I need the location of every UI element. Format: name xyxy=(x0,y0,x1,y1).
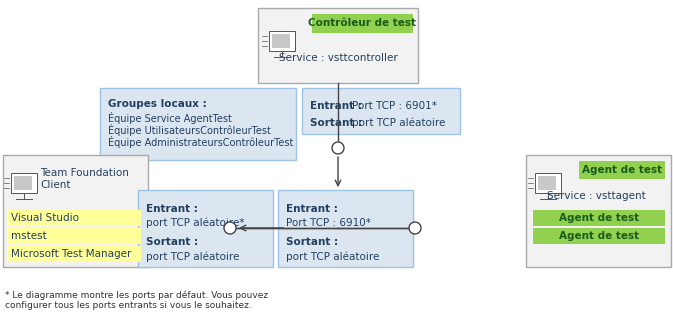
Text: Agent de test: Agent de test xyxy=(559,231,639,241)
Bar xyxy=(312,14,412,32)
Text: Sortant :: Sortant : xyxy=(310,118,362,128)
Bar xyxy=(533,228,665,244)
Text: Entrant :: Entrant : xyxy=(146,204,198,214)
Bar xyxy=(535,173,561,193)
Text: Sortant :: Sortant : xyxy=(146,237,198,247)
Text: Visual Studio: Visual Studio xyxy=(11,213,79,223)
Bar xyxy=(258,8,418,83)
Text: Équipe AdministrateursContrôleurTest: Équipe AdministrateursContrôleurTest xyxy=(108,136,293,148)
Bar xyxy=(579,161,665,179)
Text: Entrant :: Entrant : xyxy=(310,101,362,111)
Text: Équipe Service AgentTest: Équipe Service AgentTest xyxy=(108,112,232,124)
Bar xyxy=(7,210,141,226)
Text: Entrant :: Entrant : xyxy=(286,204,338,214)
Text: * Le diagramme montre les ports par défaut. Vous pouvez
configurer tous les port: * Le diagramme montre les ports par défa… xyxy=(5,290,268,310)
Bar xyxy=(278,190,413,267)
Text: Port TCP : 6901*: Port TCP : 6901* xyxy=(352,101,437,111)
Text: Port TCP : 6910*: Port TCP : 6910* xyxy=(286,218,371,228)
Text: port TCP aléatoire: port TCP aléatoire xyxy=(286,251,380,262)
Text: Équipe UtilisateursContrôleurTest: Équipe UtilisateursContrôleurTest xyxy=(108,124,271,136)
Text: port TCP aléatoire: port TCP aléatoire xyxy=(352,118,446,129)
Text: mstest: mstest xyxy=(11,231,46,241)
Text: Microsoft Test Manager: Microsoft Test Manager xyxy=(11,249,131,259)
Bar xyxy=(269,31,295,51)
Text: Agent de test: Agent de test xyxy=(559,213,639,223)
Text: port TCP aléatoire: port TCP aléatoire xyxy=(146,251,240,262)
Bar xyxy=(538,176,556,190)
Circle shape xyxy=(332,142,344,154)
Bar xyxy=(7,246,141,262)
Bar xyxy=(138,190,273,267)
Text: Service : vsttagent: Service : vsttagent xyxy=(546,191,645,201)
Text: Service : vsttcontroller: Service : vsttcontroller xyxy=(279,53,397,63)
Text: Sortant :: Sortant : xyxy=(286,237,338,247)
Text: Groupes locaux :: Groupes locaux : xyxy=(108,99,207,109)
Text: Contrôleur de test: Contrôleur de test xyxy=(308,18,416,28)
Bar xyxy=(302,88,460,134)
Bar xyxy=(7,228,141,244)
Text: port TCP aléatoire*: port TCP aléatoire* xyxy=(146,218,244,228)
Text: Agent de test: Agent de test xyxy=(582,165,662,175)
Bar xyxy=(3,155,148,267)
Circle shape xyxy=(224,222,236,234)
Bar xyxy=(526,155,671,267)
Bar xyxy=(11,173,37,193)
Text: Team Foundation
Client: Team Foundation Client xyxy=(40,168,129,190)
Circle shape xyxy=(409,222,421,234)
Bar xyxy=(272,34,290,48)
Bar xyxy=(533,210,665,226)
Bar xyxy=(100,88,296,160)
Bar xyxy=(14,176,32,190)
